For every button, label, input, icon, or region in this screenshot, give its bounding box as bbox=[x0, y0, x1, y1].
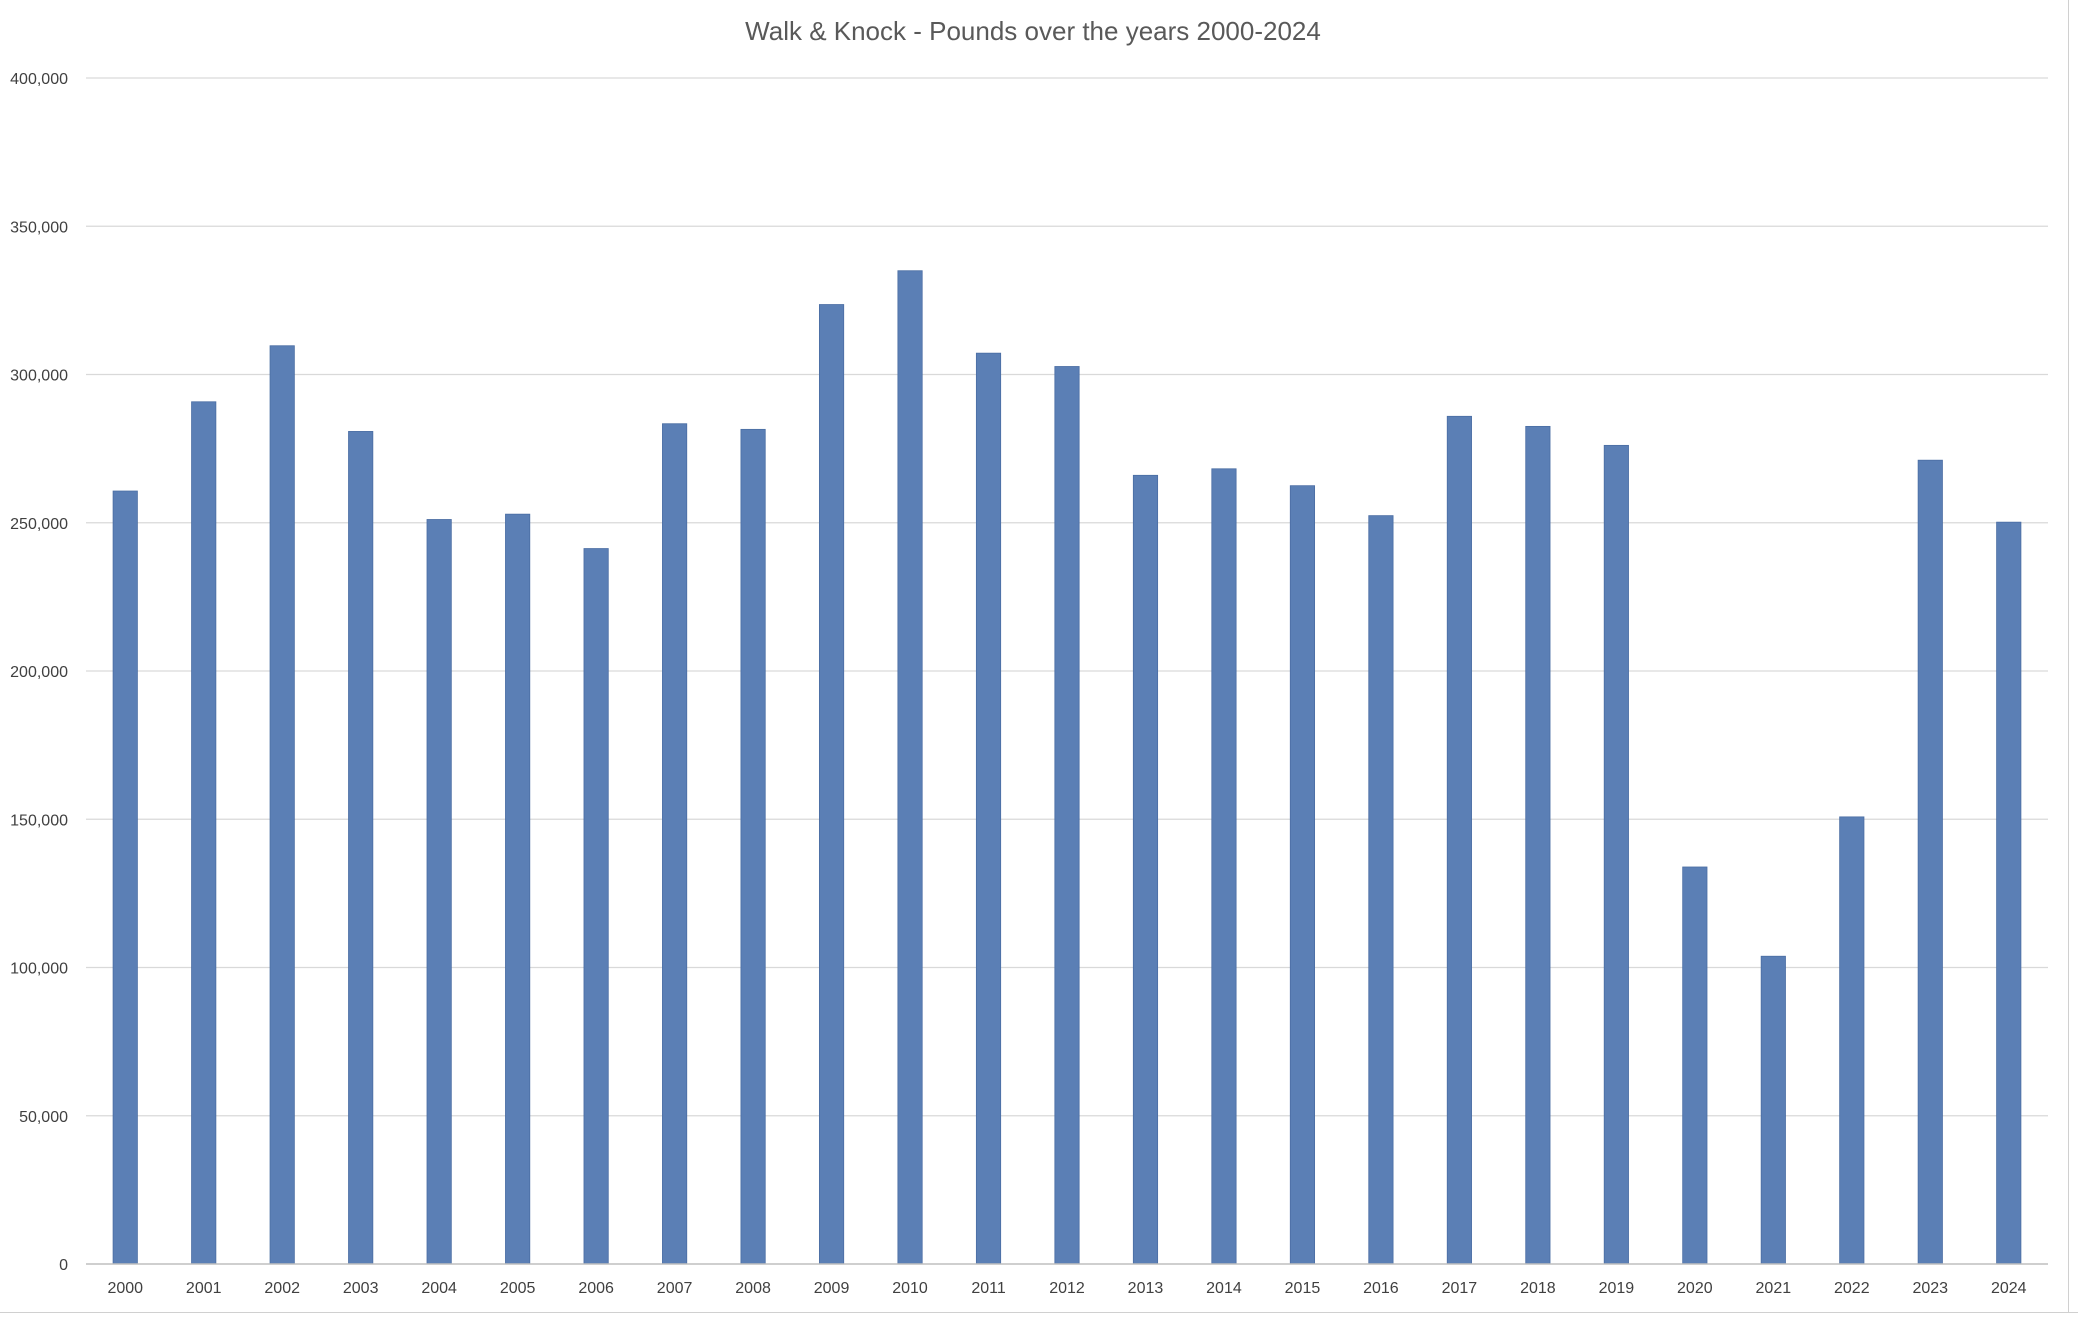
y-tick-label: 200,000 bbox=[10, 664, 68, 681]
bar-2014 bbox=[1211, 468, 1237, 1265]
x-tick-label: 2003 bbox=[343, 1280, 379, 1297]
x-tick-label: 2012 bbox=[1049, 1280, 1085, 1297]
bar-2022 bbox=[1839, 816, 1865, 1265]
bar-2007 bbox=[662, 423, 688, 1265]
bar-2019 bbox=[1603, 444, 1629, 1265]
bar-2024 bbox=[1996, 521, 2022, 1265]
bar-2012 bbox=[1054, 366, 1080, 1265]
bar-2018 bbox=[1525, 425, 1551, 1265]
bar-2001 bbox=[191, 401, 217, 1265]
bar-2009 bbox=[818, 304, 845, 1265]
bar-2010 bbox=[897, 270, 923, 1265]
x-tick-label: 2023 bbox=[1912, 1280, 1948, 1297]
y-tick-label: 0 bbox=[59, 1257, 68, 1274]
x-tick-label: 2005 bbox=[500, 1280, 536, 1297]
x-tick-label: 2004 bbox=[421, 1280, 457, 1297]
bar-2006 bbox=[583, 548, 609, 1265]
bar-2000 bbox=[112, 490, 138, 1265]
x-tick-label: 2010 bbox=[892, 1280, 928, 1297]
y-tick-label: 150,000 bbox=[10, 812, 68, 829]
x-tick-label: 2000 bbox=[107, 1280, 143, 1297]
x-tick-label: 2017 bbox=[1442, 1280, 1478, 1297]
bar-2013 bbox=[1132, 474, 1159, 1265]
x-tick-label: 2024 bbox=[1991, 1280, 2027, 1297]
y-tick-label: 50,000 bbox=[19, 1109, 68, 1126]
y-tick-label: 400,000 bbox=[10, 71, 68, 88]
x-tick-label: 2015 bbox=[1285, 1280, 1321, 1297]
bar-2023 bbox=[1917, 459, 1943, 1265]
x-tick-label: 2008 bbox=[735, 1280, 771, 1297]
bar-2015 bbox=[1289, 485, 1316, 1265]
bar-2004 bbox=[426, 519, 452, 1265]
chart-title: Walk & Knock - Pounds over the years 200… bbox=[745, 16, 1321, 46]
y-tick-label: 350,000 bbox=[10, 219, 68, 236]
bar-2016 bbox=[1368, 515, 1394, 1265]
x-axis-tick-labels: 2000 2001 2002 2003 2004 2005 2006 2007 2008 2009… bbox=[107, 1280, 2026, 1297]
bar-2002 bbox=[269, 345, 295, 1265]
bar-2011 bbox=[975, 352, 1002, 1265]
bar-2017 bbox=[1446, 415, 1472, 1265]
x-tick-label: 2019 bbox=[1599, 1280, 1635, 1297]
x-tick-label: 2013 bbox=[1128, 1280, 1164, 1297]
x-tick-label: 2007 bbox=[657, 1280, 693, 1297]
y-tick-label: 300,000 bbox=[10, 368, 68, 385]
x-tick-label: 2009 bbox=[814, 1280, 850, 1297]
bar-2021 bbox=[1760, 955, 1786, 1265]
bar-2005 bbox=[505, 513, 531, 1265]
x-tick-label: 2021 bbox=[1756, 1280, 1792, 1297]
bar-2020 bbox=[1682, 866, 1708, 1265]
x-tick-label: 2011 bbox=[971, 1280, 1006, 1297]
x-tick-label: 2018 bbox=[1520, 1280, 1556, 1297]
x-tick-label: 2016 bbox=[1363, 1280, 1399, 1297]
x-tick-label: 2014 bbox=[1206, 1280, 1242, 1297]
sheet-border-right bbox=[2068, 0, 2078, 1322]
x-tick-label: 2006 bbox=[578, 1280, 614, 1297]
x-tick-label: 2020 bbox=[1677, 1280, 1713, 1297]
y-tick-label: 100,000 bbox=[10, 961, 68, 978]
bar-2003 bbox=[348, 431, 374, 1265]
bars bbox=[112, 270, 2022, 1265]
x-tick-label: 2001 bbox=[186, 1280, 222, 1297]
x-tick-label: 2022 bbox=[1834, 1280, 1870, 1297]
y-axis-tick-labels: 0 50,000 100,000 150,000 200,000 250,000 300,0… bbox=[10, 71, 68, 1274]
x-tick-label: 2002 bbox=[264, 1280, 300, 1297]
bar-2008 bbox=[740, 428, 766, 1265]
sheet-border-bottom bbox=[0, 1312, 2078, 1322]
y-tick-label: 250,000 bbox=[10, 516, 68, 533]
